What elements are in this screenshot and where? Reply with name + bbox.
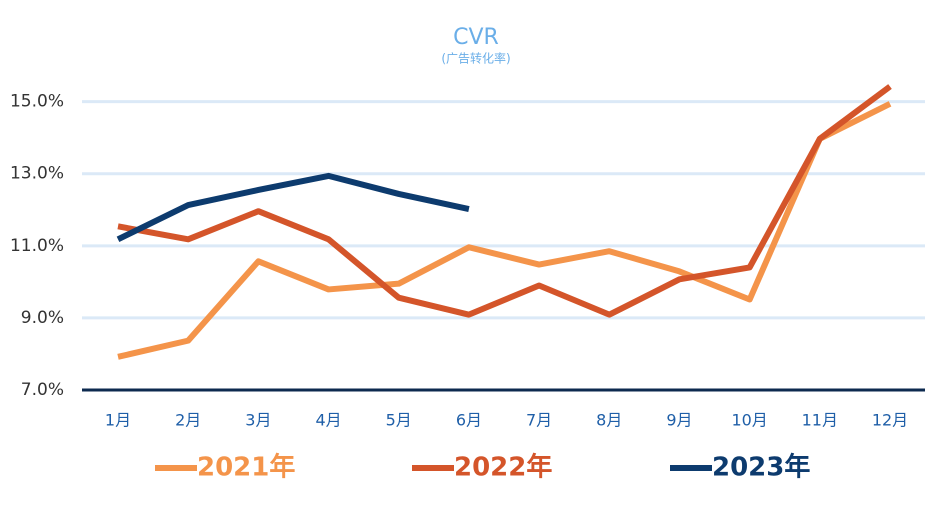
series-line xyxy=(116,172,470,243)
y-tick-label: 9.0% xyxy=(21,308,64,328)
y-tick-label: 7.0% xyxy=(21,380,64,400)
x-tick-label: 4月 xyxy=(315,411,341,430)
x-tick-label: 8月 xyxy=(596,411,622,430)
y-tick-label: 13.0% xyxy=(10,164,64,184)
series-line xyxy=(117,101,892,360)
x-tick-label: 11月 xyxy=(802,411,838,430)
legend-label: 2021年 xyxy=(197,452,295,483)
chart-title: CVR xyxy=(453,25,499,50)
legend-label: 2022年 xyxy=(454,452,552,483)
x-tick-label: 10月 xyxy=(731,411,767,430)
x-tick-label: 12月 xyxy=(872,411,908,430)
x-tick-label: 5月 xyxy=(386,411,412,430)
legend-label: 2023年 xyxy=(712,452,810,483)
x-tick-label: 9月 xyxy=(666,411,692,430)
chart-subtitle: (广告转化率) xyxy=(441,51,510,66)
y-tick-label: 15.0% xyxy=(10,92,64,112)
x-tick-label: 1月 xyxy=(105,411,131,430)
x-tick-label: 6月 xyxy=(456,411,482,430)
series-line xyxy=(117,84,892,318)
x-tick-label: 7月 xyxy=(526,411,552,430)
x-tick-label: 2月 xyxy=(175,411,201,430)
y-tick-label: 11.0% xyxy=(10,236,64,256)
x-tick-label: 3月 xyxy=(245,411,271,430)
